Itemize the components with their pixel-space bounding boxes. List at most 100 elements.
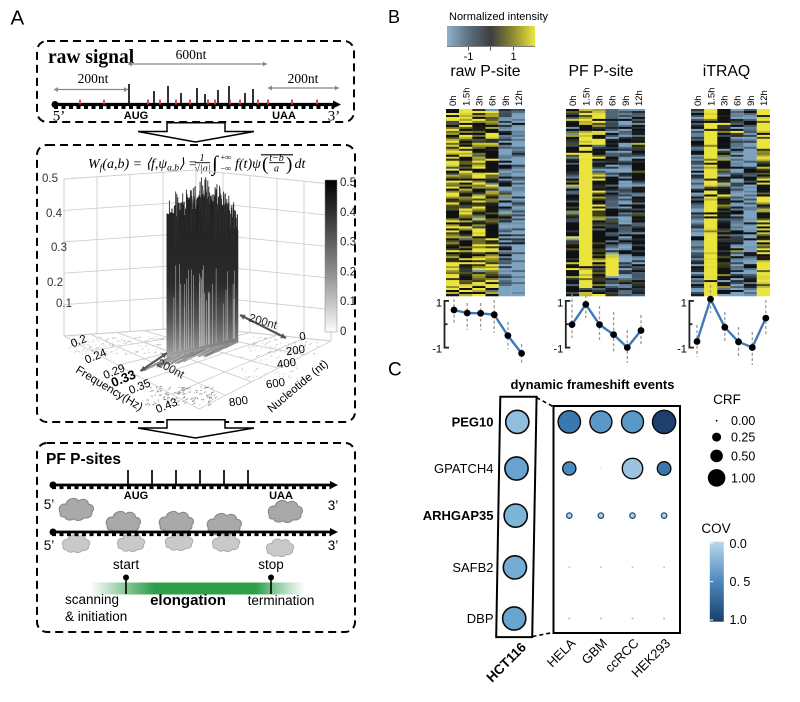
svg-text:iTRAQ: iTRAQ <box>703 63 750 80</box>
svg-text:dt: dt <box>295 157 307 172</box>
svg-text:start: start <box>113 557 140 572</box>
svg-text:ARHGAP35: ARHGAP35 <box>423 508 494 523</box>
svg-text:0: 0 <box>299 331 307 344</box>
svg-text:PEG10: PEG10 <box>452 414 494 429</box>
svg-text:UAA: UAA <box>272 110 296 122</box>
svg-text:-1: -1 <box>432 344 442 356</box>
svg-text:COV: COV <box>701 521 730 536</box>
svg-text:Normalized intensity: Normalized intensity <box>449 11 549 23</box>
svg-text:200nt: 200nt <box>288 71 319 86</box>
svg-text:PF P-site: PF P-site <box>569 63 634 80</box>
svg-text:1.00: 1.00 <box>731 471 755 485</box>
svg-text:AUG: AUG <box>124 110 148 122</box>
svg-text:√|a|: √|a| <box>195 164 211 175</box>
svg-text:3h: 3h <box>474 95 485 106</box>
svg-text:1.0: 1.0 <box>730 613 747 627</box>
svg-text:a: a <box>274 164 279 175</box>
svg-text:0.3: 0.3 <box>340 237 356 249</box>
svg-text:DBP: DBP <box>467 611 494 626</box>
svg-text:−∞: −∞ <box>221 163 232 173</box>
svg-text:termination: termination <box>248 593 315 608</box>
svg-text:∫: ∫ <box>210 152 219 177</box>
svg-text:0h: 0h <box>693 95 704 106</box>
svg-text:f(t)ψ: f(t)ψ <box>235 157 261 172</box>
svg-text:+∞: +∞ <box>221 152 232 162</box>
svg-text:elongation: elongation <box>150 592 226 609</box>
svg-text:0.0: 0.0 <box>730 537 747 551</box>
svg-text:1: 1 <box>436 298 442 310</box>
svg-text:6h: 6h <box>488 95 499 106</box>
svg-text:0.1: 0.1 <box>56 298 72 310</box>
svg-text:5’: 5’ <box>44 538 55 553</box>
svg-text:0.50: 0.50 <box>731 449 755 463</box>
svg-text:-1: -1 <box>554 344 564 356</box>
svg-text:HELA: HELA <box>544 635 579 670</box>
svg-text:6h: 6h <box>608 95 619 106</box>
svg-text:0. 5: 0. 5 <box>730 575 751 589</box>
svg-text:1: 1 <box>510 51 516 63</box>
svg-text:3h: 3h <box>719 95 730 106</box>
svg-text:0h: 0h <box>448 95 459 106</box>
svg-text:0h: 0h <box>568 95 579 106</box>
svg-text:PF P-sites: PF P-sites <box>46 451 121 468</box>
svg-text:0.25: 0.25 <box>731 431 755 445</box>
svg-text:0.2: 0.2 <box>340 266 356 278</box>
svg-text:AUG: AUG <box>124 490 148 502</box>
svg-text:0.5: 0.5 <box>42 173 58 185</box>
svg-text:0.4: 0.4 <box>340 207 357 219</box>
svg-text:3’: 3’ <box>328 109 341 125</box>
svg-text:raw signal: raw signal <box>48 47 135 68</box>
svg-text:0.43: 0.43 <box>154 396 179 416</box>
svg-text:3h: 3h <box>594 95 605 106</box>
svg-text:9h: 9h <box>621 95 632 106</box>
svg-text:0.24: 0.24 <box>83 347 109 367</box>
svg-text:0.00: 0.00 <box>731 414 755 428</box>
svg-text:12h: 12h <box>514 90 525 106</box>
svg-text:): ) <box>286 154 292 175</box>
svg-text:200nt: 200nt <box>247 312 279 332</box>
svg-text:1: 1 <box>200 153 205 164</box>
svg-text:1.5h: 1.5h <box>461 88 472 107</box>
svg-text:3’: 3’ <box>328 498 339 513</box>
svg-text:stop: stop <box>258 557 284 572</box>
svg-text:5’: 5’ <box>53 109 66 125</box>
svg-text:1: 1 <box>557 298 563 310</box>
svg-text:6h: 6h <box>733 95 744 106</box>
svg-text:0.3: 0.3 <box>51 242 67 254</box>
svg-text:0.4: 0.4 <box>46 208 63 220</box>
svg-text:B: B <box>388 7 400 27</box>
svg-text:UAA: UAA <box>269 490 293 502</box>
svg-text:12h: 12h <box>759 90 770 106</box>
svg-text:raw P-site: raw P-site <box>450 63 520 80</box>
svg-text:-1: -1 <box>677 344 687 356</box>
svg-text:1: 1 <box>681 298 687 310</box>
svg-text:0.2: 0.2 <box>47 277 63 289</box>
svg-text:5’: 5’ <box>44 497 55 512</box>
svg-text:9h: 9h <box>746 95 757 106</box>
svg-text:-1: -1 <box>464 51 474 63</box>
svg-text:A: A <box>11 7 25 30</box>
svg-text:800: 800 <box>228 395 249 410</box>
svg-text:& initiation: & initiation <box>65 609 127 624</box>
svg-text:9h: 9h <box>501 95 512 106</box>
svg-text:(: ( <box>262 154 268 175</box>
svg-text:600: 600 <box>265 377 286 392</box>
svg-text:0.1: 0.1 <box>340 296 356 308</box>
svg-text:GPATCH4: GPATCH4 <box>434 461 493 476</box>
svg-text:t−b: t−b <box>269 153 284 164</box>
svg-text:SAFB2: SAFB2 <box>452 560 493 575</box>
svg-text:0.5: 0.5 <box>340 177 356 189</box>
svg-text:0.2: 0.2 <box>69 333 88 350</box>
svg-text:1.5h: 1.5h <box>706 88 717 107</box>
svg-text:1.5h: 1.5h <box>581 88 592 107</box>
svg-text:scanning: scanning <box>65 592 119 607</box>
svg-text:200: 200 <box>285 344 306 359</box>
svg-text:C: C <box>388 360 402 381</box>
svg-text:HCT116: HCT116 <box>483 639 529 685</box>
svg-text:12h: 12h <box>634 90 645 106</box>
svg-text:0: 0 <box>340 326 346 338</box>
svg-text:CRF: CRF <box>713 392 741 407</box>
svg-text:600nt: 600nt <box>176 47 207 62</box>
svg-text:200nt: 200nt <box>78 71 109 86</box>
svg-text:400: 400 <box>276 357 297 372</box>
